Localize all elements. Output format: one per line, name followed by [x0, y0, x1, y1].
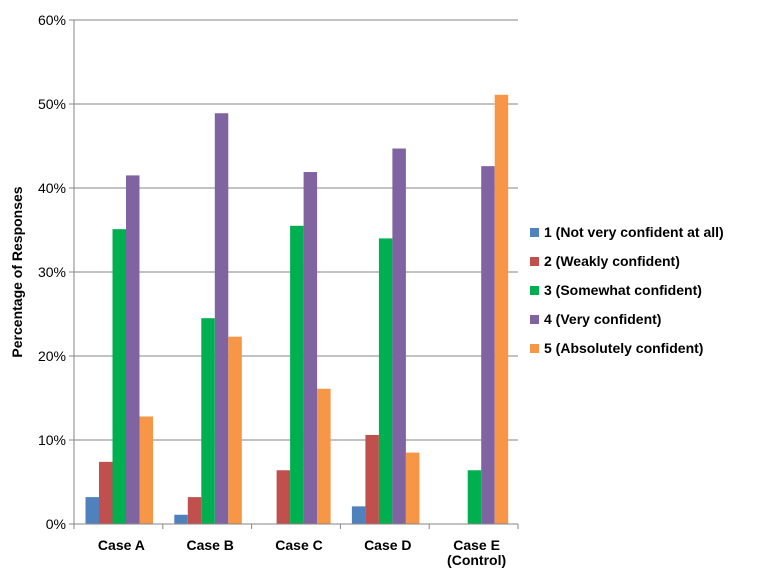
bars — [85, 94, 509, 525]
bar-2-cat-3 — [276, 470, 291, 524]
bar-4-cat-1 — [126, 175, 140, 524]
x-tick-labels: Case A Case B Case C Case D Case E(Control) — [73, 524, 519, 568]
y-tick-label: 0% — [46, 516, 66, 532]
bar-1-cat-2 — [174, 514, 188, 524]
bar-4-cat-3 — [303, 172, 318, 525]
legend-label: 1 (Not very confident at all) — [544, 224, 724, 240]
legend: 1 (Not very confident at all) 2 (Weakly c… — [530, 224, 724, 356]
legend-label: 4 (Very confident) — [544, 311, 661, 327]
x-category-label: Case C — [275, 537, 322, 553]
legend-swatch — [530, 344, 539, 353]
legend-swatch — [530, 228, 539, 237]
y-tick-label: 30% — [38, 264, 66, 280]
bar-3-cat-5 — [467, 470, 482, 524]
bar-2-cat-4 — [365, 434, 379, 524]
y-tick-label: 60% — [38, 12, 66, 28]
legend-swatch — [530, 315, 539, 324]
bar-4-cat-2 — [214, 113, 229, 525]
legend-swatch — [530, 257, 539, 266]
bar-1-cat-1 — [85, 497, 99, 524]
x-category-label: Case D — [364, 537, 411, 553]
x-category-label: Case E — [453, 537, 500, 553]
y-tick-label: 40% — [38, 180, 66, 196]
bar-4-cat-5 — [481, 166, 495, 524]
legend-label: 5 (Absolutely confident) — [544, 340, 703, 356]
bar-5-cat-2 — [228, 336, 242, 524]
bar-3-cat-4 — [378, 238, 393, 524]
legend-label: 2 (Weakly confident) — [544, 253, 680, 269]
bar-2-cat-1 — [99, 461, 113, 524]
bar-3-cat-1 — [112, 229, 126, 524]
bar-5-cat-1 — [139, 416, 153, 524]
y-tick-labels: 0% 10% 20% 30% 40% 50% 60% — [38, 12, 66, 532]
x-category-label: Case B — [186, 537, 233, 553]
x-category-label: (Control) — [447, 552, 506, 568]
y-tick-label: 10% — [38, 432, 66, 448]
y-tick-label: 50% — [38, 96, 66, 112]
y-axis-label: Percentage of Responses — [9, 186, 25, 357]
bar-3-cat-2 — [201, 318, 215, 524]
y-tick-label: 20% — [38, 348, 66, 364]
legend-swatch — [530, 286, 539, 295]
bar-5-cat-4 — [405, 452, 420, 524]
bar-4-cat-4 — [392, 148, 406, 524]
bar-2-cat-2 — [187, 497, 202, 524]
x-category-label: Case A — [98, 537, 145, 553]
bar-1-cat-4 — [351, 506, 366, 524]
legend-label: 3 (Somewhat confident) — [544, 282, 702, 298]
bar-5-cat-5 — [494, 94, 509, 524]
bar-3-cat-3 — [290, 225, 304, 525]
bar-5-cat-3 — [317, 388, 331, 524]
